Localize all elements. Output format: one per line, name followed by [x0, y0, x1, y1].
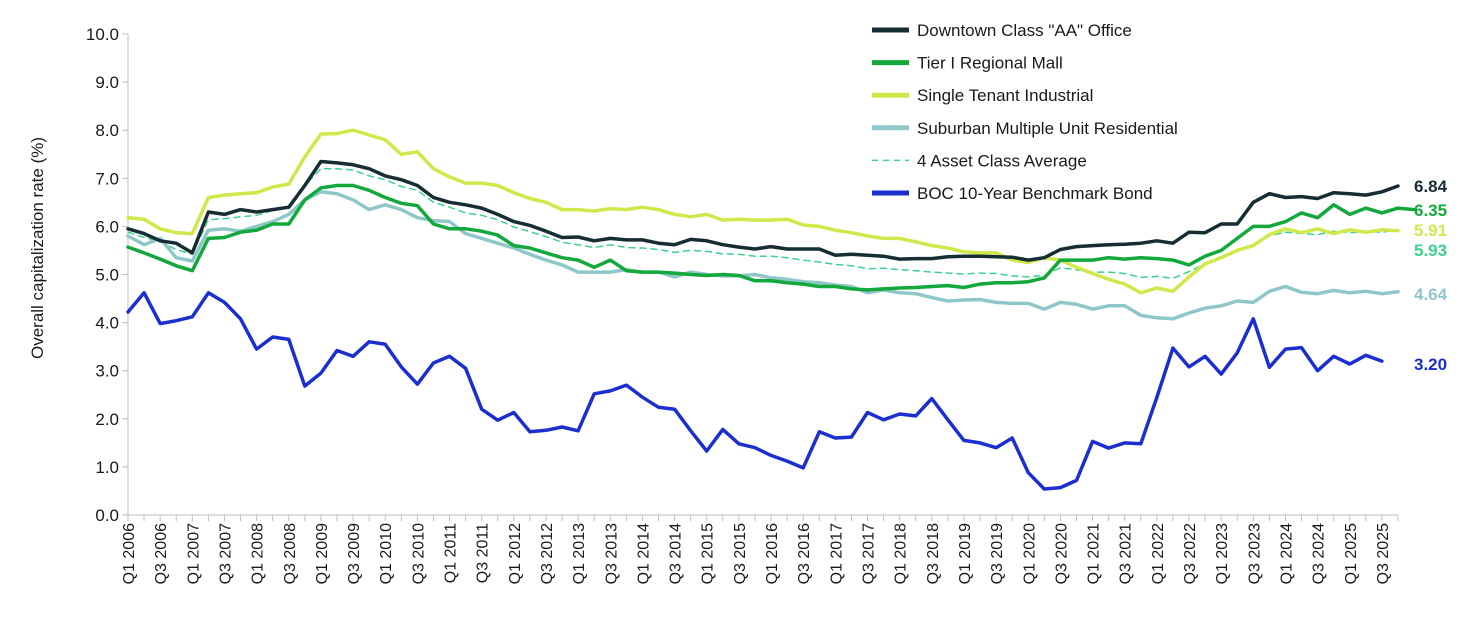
y-tick-label: 7.0	[95, 169, 119, 188]
y-tick-label: 2.0	[95, 410, 119, 429]
x-tick-label: Q1 2012	[507, 523, 524, 584]
y-axis-title: Overall capitalization rate (%)	[28, 137, 47, 359]
x-tick-label: Q1 2009	[314, 523, 331, 584]
x-tick-label: Q1 2015	[700, 523, 717, 584]
x-tick-label: Q1 2011	[443, 523, 460, 583]
legend-label-0: Downtown Class "AA" Office	[917, 21, 1132, 40]
end-label-4: 5.93	[1414, 241, 1447, 260]
y-tick-label: 5.0	[95, 266, 119, 285]
legend-label-4: 4 Asset Class Average	[917, 151, 1087, 170]
x-tick-label: Q1 2019	[957, 523, 974, 584]
legend-label-5: BOC 10-Year Benchmark Bond	[917, 184, 1153, 203]
x-tick-label: Q3 2010	[410, 523, 427, 584]
x-tick-label: Q1 2018	[893, 523, 910, 584]
y-tick-label: 6.0	[95, 217, 119, 236]
end-labels: 6.84 6.355.915.93 4.64 3.20	[1414, 177, 1448, 374]
x-tick-label: Q3 2022	[1182, 523, 1199, 584]
x-tick-label: Q3 2025	[1375, 523, 1392, 584]
x-tick-label: Q3 2006	[153, 523, 170, 584]
x-tick-label: Q1 2014	[635, 523, 652, 584]
x-tick-label: Q3 2021	[1118, 523, 1135, 584]
end-label-3: 4.64	[1414, 285, 1448, 304]
x-tick-label: Q3 2014	[668, 523, 685, 584]
x-tick-label: Q1 2008	[250, 523, 267, 584]
x-tick-label: Q1 2021	[1086, 523, 1103, 584]
end-label-5: 3.20	[1414, 355, 1447, 374]
x-tick-label: Q3 2013	[603, 523, 620, 584]
x-tick-label: Q1 2010	[378, 523, 395, 584]
x-tick-label: Q1 2016	[764, 523, 781, 584]
x-tick-label: Q1 2020	[1021, 523, 1038, 584]
y-tick-label: 10.0	[86, 25, 119, 44]
x-tick-label: Q3 2024	[1311, 523, 1328, 584]
end-label-1: 6.35	[1414, 201, 1447, 220]
x-tick-label: Q3 2007	[217, 523, 234, 584]
x-tick-label: Q3 2017	[860, 523, 877, 584]
series-line-5	[126, 291, 1384, 491]
x-tick-label: Q3 2018	[925, 523, 942, 584]
legend: Downtown Class "AA" Office Tier I Regiona…	[872, 21, 1178, 203]
y-axis: 0.0 1.0 2.0 3.0 4.0 5.0 6.0 7.0 8.0 9.0 10.0	[86, 25, 129, 525]
x-tick-label: Q1 2006	[121, 523, 138, 584]
y-tick-label: 9.0	[95, 73, 119, 92]
x-tick-label: Q3 2023	[1246, 523, 1263, 584]
y-tick-label: 0.0	[95, 506, 119, 525]
x-tick-label: Q3 2008	[282, 523, 299, 584]
x-tick-label: Q3 2011	[475, 523, 492, 583]
x-tick-label: Q1 2022	[1150, 523, 1167, 584]
x-tick-label: Q1 2025	[1343, 523, 1360, 584]
x-tick-label: Q1 2024	[1278, 523, 1295, 584]
end-label-0: 6.84	[1414, 177, 1448, 196]
x-tick-label: Q1 2013	[571, 523, 588, 584]
series-line-2	[126, 128, 1400, 295]
x-tick-label: Q3 2012	[539, 523, 556, 584]
legend-label-3: Suburban Multiple Unit Residential	[917, 119, 1178, 138]
x-tick-label: Q3 2020	[1053, 523, 1070, 584]
y-tick-label: 3.0	[95, 362, 119, 381]
y-tick-label: 4.0	[95, 314, 119, 333]
legend-label-2: Single Tenant Industrial	[917, 86, 1093, 105]
x-tick-label: Q1 2023	[1214, 523, 1231, 584]
series-layer	[126, 128, 1416, 491]
end-label-2: 5.91	[1414, 221, 1447, 240]
x-tick-label: Q3 2019	[989, 523, 1006, 584]
x-tick-label: Q1 2007	[185, 523, 202, 584]
y-tick-label: 1.0	[95, 458, 119, 477]
series-line-4	[127, 167, 1399, 280]
series-line-0	[126, 159, 1400, 262]
legend-label-1: Tier I Regional Mall	[917, 54, 1063, 73]
series-line-3	[126, 190, 1400, 321]
x-tick-label: Q3 2009	[346, 523, 363, 584]
x-tick-label: Q3 2015	[732, 523, 749, 584]
series-line-1	[126, 183, 1416, 292]
y-tick-label: 8.0	[95, 121, 119, 140]
x-tick-label: Q3 2016	[796, 523, 813, 584]
x-tick-label: Q1 2017	[828, 523, 845, 584]
x-axis: Q1 2006 Q3 2006 Q1 2007 Q3 2007 Q1 2008 Q3 20…	[121, 514, 1399, 584]
